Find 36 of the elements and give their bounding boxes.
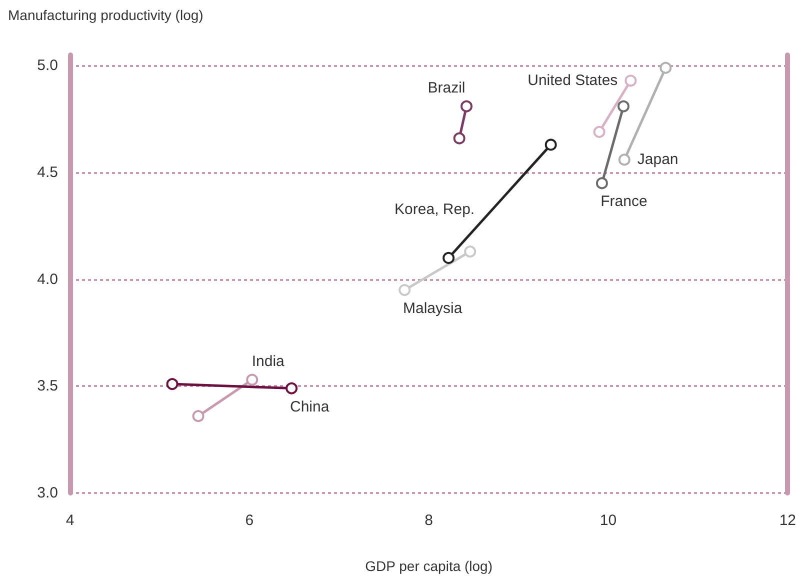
y-tick-label: 5.0 [37,57,58,74]
x-tick-label: 8 [424,512,433,529]
point [286,382,298,394]
point [460,100,473,112]
point [246,374,258,386]
series-label: Brazil [428,79,466,96]
point [618,154,630,166]
y-axis-title: Manufacturing productivity (log) [8,7,204,23]
point [192,410,204,422]
series-label: China [290,398,330,416]
x-tick-label: 10 [600,512,617,529]
series-label: Korea, Rep. [394,200,475,218]
series-label: Japan [637,151,678,168]
x-tick-label: 4 [66,512,74,529]
series-label: India [252,352,286,370]
x-tick-label: 6 [245,512,254,529]
series-label: United States [528,72,618,90]
point [618,100,630,112]
point [464,246,476,258]
point [166,378,178,390]
point [596,177,608,190]
point [544,138,557,151]
point [624,74,637,87]
point [660,62,672,74]
x-axis-title: GDP per capita (log) [365,558,493,574]
y-tick-label: 3.5 [37,378,58,395]
y-tick-label: 4.0 [37,270,58,288]
x-tick-label: 12 [779,512,796,529]
point [398,284,411,296]
point [593,126,606,138]
point [442,252,455,264]
y-tick-label: 4.5 [37,164,58,182]
series-label: France [600,193,648,210]
series-label: Malaysia [403,300,463,318]
y-tick-label: 3.0 [37,484,58,502]
point [453,132,466,144]
